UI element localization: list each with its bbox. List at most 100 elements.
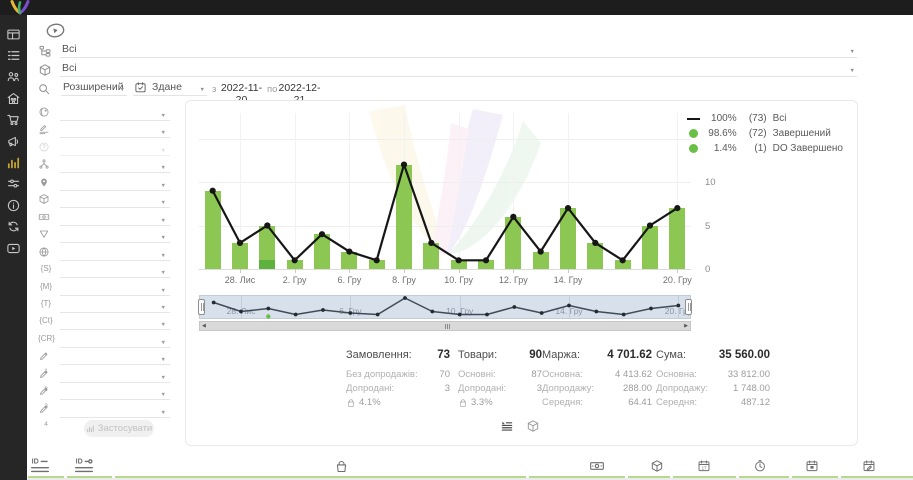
source-select-value: Всі <box>62 43 77 55</box>
sidebar-item-video[interactable] <box>0 238 27 258</box>
x-tick <box>349 269 351 273</box>
filter-row-funnel[interactable]: ▼ <box>35 227 175 244</box>
filter-row-help[interactable]: ▼ <box>35 140 175 157</box>
x-tick <box>294 269 296 273</box>
stat-sublabel: Основні: <box>458 369 496 380</box>
stat-sublabel: Без допродажів: <box>346 369 418 380</box>
column-header-package[interactable] <box>650 459 664 473</box>
sidebar-item-cart[interactable] <box>0 110 27 130</box>
column-header-edited[interactable] <box>862 459 876 473</box>
legend-item-0[interactable]: 100% (73) Всі <box>685 111 843 126</box>
column-header-date[interactable]: 17 <box>697 459 711 473</box>
column-header-id-secondary[interactable]: ID <box>74 456 94 476</box>
sidebar-item-clients[interactable] <box>0 67 27 87</box>
product-select-value: Всі <box>62 62 77 74</box>
filter-row-custom-3[interactable]: 3 ▼ <box>35 384 175 410</box>
filter-row-geo[interactable]: ▼ <box>35 105 175 122</box>
x-tick-label: 12. Гру <box>498 275 528 285</box>
dashboard-icon <box>6 27 21 42</box>
scroll-left-arrow-icon[interactable]: ◀ <box>202 323 206 329</box>
sidebar-item-orders[interactable] <box>0 45 27 65</box>
stat-subrow: Допродажу: 288.00 <box>542 382 652 396</box>
scroll-right-arrow-icon[interactable]: ▶ <box>684 323 688 329</box>
filter-row-utm-content[interactable]: {Ct} ▼ <box>35 314 175 331</box>
sidebar-item-sync[interactable] <box>0 217 27 237</box>
bar-completed <box>204 190 221 269</box>
source-select[interactable]: Всі ▼ <box>60 42 857 58</box>
x-tick <box>677 269 679 273</box>
filter-row-design[interactable]: ▼ <box>35 122 175 139</box>
pencil-icon: 4 <box>38 403 54 428</box>
chevron-down-icon: ▼ <box>160 252 166 259</box>
scroll-grip[interactable] <box>445 324 450 329</box>
select-underline <box>60 329 170 331</box>
product-select[interactable]: Всі ▼ <box>60 61 857 77</box>
gridline-x <box>294 113 296 269</box>
video-help-icon[interactable] <box>45 21 66 39</box>
column-header-products[interactable] <box>334 459 349 474</box>
chart-scrollbar[interactable]: ◀ ▶ <box>199 321 691 331</box>
bar-completed <box>259 225 276 261</box>
legend-count: (1) <box>754 143 767 154</box>
chevron-down-icon: ▼ <box>160 392 166 399</box>
legend-item-1[interactable]: 98.6% (72) Завершений <box>685 126 843 141</box>
filter-row-payment[interactable]: ▼ <box>35 210 175 227</box>
filter-row-website[interactable]: ▼ <box>35 245 175 262</box>
navigator-gridline <box>241 296 242 318</box>
column-underline <box>628 476 670 478</box>
gridline-x <box>458 113 460 269</box>
navigator-label: 6. Гру <box>339 306 362 316</box>
filter-row-location[interactable]: ▼ <box>35 175 175 192</box>
stat-column-1: Товари: 90 Основні: 87 Допродані: 3 3.3% <box>458 349 542 410</box>
legend-percent: 100% <box>711 113 737 124</box>
chevron-down-icon: ▼ <box>160 200 166 207</box>
filter-row-utm-medium[interactable]: {M} ▼ <box>35 280 175 297</box>
chevron-down-icon: ▼ <box>849 68 855 74</box>
chevron-down-icon: ▼ <box>160 409 166 416</box>
chevron-down-icon: ▼ <box>199 87 205 93</box>
column-header-payment[interactable] <box>589 458 605 474</box>
toggle-product-view[interactable] <box>526 419 540 433</box>
select-underline <box>60 399 170 401</box>
column-header-id-primary[interactable]: ID <box>30 456 50 476</box>
filter-row-product[interactable]: ▼ <box>35 192 175 209</box>
gridline-x <box>349 113 351 269</box>
navigator-line <box>200 296 692 319</box>
help-icon <box>38 141 54 153</box>
column-header-time[interactable] <box>753 459 767 473</box>
stat-subvalue: 33 812.00 <box>727 369 770 380</box>
filter-row-custom-4[interactable]: 4 ▼ <box>35 402 175 428</box>
chart-navigator[interactable]: 28. Лис 6. Гру 10. Гру 14. Гру 20. Гру <box>198 295 692 319</box>
sidebar-item-dashboard[interactable] <box>0 24 27 44</box>
select-underline <box>60 120 170 121</box>
chevron-down-icon: ▼ <box>160 357 166 364</box>
navigator-handle-right[interactable] <box>685 299 692 315</box>
toggle-list-view[interactable] <box>500 419 514 433</box>
sidebar-item-analytics[interactable] <box>0 152 27 172</box>
sidebar <box>0 0 27 480</box>
brand-logo-icon[interactable] <box>7 0 33 16</box>
sidebar-item-store[interactable] <box>0 88 27 108</box>
sidebar-item-info[interactable] <box>0 195 27 215</box>
stat-subrow: Основні: 87 <box>458 368 542 382</box>
stat-subvalue: 3.3% <box>471 397 493 408</box>
select-underline <box>60 277 170 279</box>
x-tick <box>513 269 515 273</box>
filter-row-utm-source[interactable]: {S} ▼ <box>35 262 175 279</box>
filter-row-structure[interactable]: ▼ <box>35 157 175 174</box>
navigator-handle-left[interactable] <box>198 299 205 315</box>
filter-row-custom-2[interactable]: 2 ▼ <box>35 367 175 393</box>
sidebar-item-settings[interactable] <box>0 174 27 194</box>
search-icon[interactable] <box>37 82 51 96</box>
date-mode-select[interactable]: Здане ▼ <box>133 80 207 96</box>
stat-title: Товари: <box>458 349 498 361</box>
legend-item-2[interactable]: 1.4% (1) DO Завершено <box>685 141 843 156</box>
column-header-delivery[interactable] <box>805 459 819 473</box>
filter-row-custom-1[interactable]: 1 ▼ <box>35 349 175 375</box>
filter-row-utm-term[interactable]: {T} ▼ <box>35 297 175 314</box>
search-mode-select[interactable]: Розширений ▼ <box>61 80 127 96</box>
filter-row-utm-campaign[interactable]: {CR} ▼ <box>35 332 175 349</box>
apply-button[interactable]: Застосувати <box>84 420 154 437</box>
sidebar-item-marketing[interactable] <box>0 131 27 151</box>
stat-subrow: Допродані: 3 <box>458 382 542 396</box>
